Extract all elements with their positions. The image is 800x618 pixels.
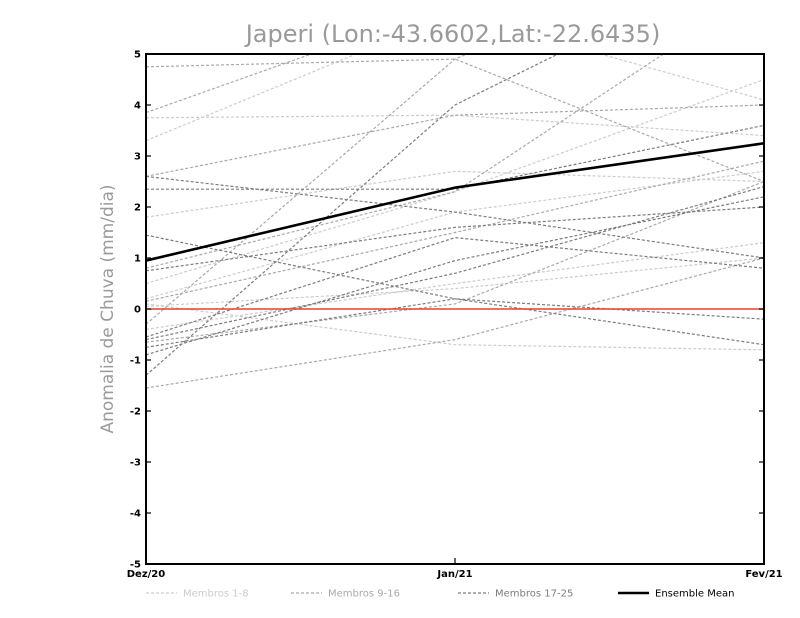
y-axis-label: Anomalia de Chuva (mm/dia) bbox=[98, 184, 118, 433]
x-tick-label: Dez/20 bbox=[127, 569, 166, 580]
y-tick-label: 5 bbox=[134, 50, 141, 61]
y-tick-label: 3 bbox=[134, 152, 141, 163]
member-series-line-24 bbox=[146, 54, 560, 376]
member-series-line-2 bbox=[146, 114, 764, 137]
member-series-line-14 bbox=[146, 160, 764, 302]
member-series-line-19 bbox=[146, 234, 764, 346]
member-series-line-3 bbox=[146, 170, 764, 218]
ensemble-mean-line bbox=[146, 142, 764, 262]
member-series-line-8 bbox=[146, 257, 764, 307]
member-series-line-17 bbox=[146, 175, 764, 259]
member-series-line-12 bbox=[146, 54, 665, 269]
member-series-line-10 bbox=[146, 54, 314, 114]
y-tick-label: 2 bbox=[134, 203, 141, 214]
legend-label-3: Membros 17-25 bbox=[495, 589, 573, 600]
chart-title: Japeri (Lon:-43.6602,Lat:-22.6435) bbox=[244, 20, 661, 48]
y-tick-label: -1 bbox=[130, 356, 141, 367]
y-tick-label: -5 bbox=[130, 560, 141, 571]
x-axis-ticks: Dez/20 Jan/21 Fev/21 bbox=[127, 558, 783, 580]
member-series-line-18 bbox=[146, 124, 764, 190]
y-tick-label: 1 bbox=[134, 254, 141, 265]
member-series-line-16 bbox=[146, 180, 764, 343]
member-series-line-21 bbox=[146, 236, 764, 338]
y-tick-label: 4 bbox=[134, 101, 141, 112]
series-layer bbox=[146, 54, 764, 389]
member-series-line-4 bbox=[146, 78, 764, 285]
member-series-line-20 bbox=[146, 206, 764, 272]
y-tick-label: -4 bbox=[130, 509, 141, 520]
member-series-line-9 bbox=[146, 58, 764, 183]
x-tick-label: Fev/21 bbox=[745, 569, 782, 580]
member-series-line-23 bbox=[146, 298, 764, 348]
member-series-line-15 bbox=[146, 257, 764, 389]
member-series-line-11 bbox=[146, 104, 764, 177]
legend: Membros 1-8 Membros 9-16 Membros 17-25 Ense… bbox=[146, 589, 734, 600]
member-series-line-13 bbox=[146, 54, 469, 325]
member-series-line-6 bbox=[146, 303, 764, 351]
y-tick-label: 0 bbox=[134, 305, 141, 316]
member-series-line-7 bbox=[146, 242, 764, 330]
member-series-line-5 bbox=[146, 170, 764, 300]
legend-label-4: Ensemble Mean bbox=[655, 589, 734, 600]
member-series-line-22 bbox=[146, 186, 764, 341]
y-tick-label: -3 bbox=[130, 458, 141, 469]
member-series-line-25 bbox=[146, 196, 764, 356]
x-tick-label: Jan/21 bbox=[436, 569, 472, 580]
legend-label-1: Membros 1-8 bbox=[183, 589, 249, 600]
y-tick-label: -2 bbox=[130, 407, 141, 418]
ensemble-mean-layer bbox=[146, 142, 764, 262]
member-series-line-1 bbox=[146, 54, 764, 142]
legend-label-2: Membros 9-16 bbox=[328, 589, 400, 600]
y-axis-ticks: -5 -4 -3 -2 -1 0 1 2 3 4 5 bbox=[130, 50, 764, 571]
